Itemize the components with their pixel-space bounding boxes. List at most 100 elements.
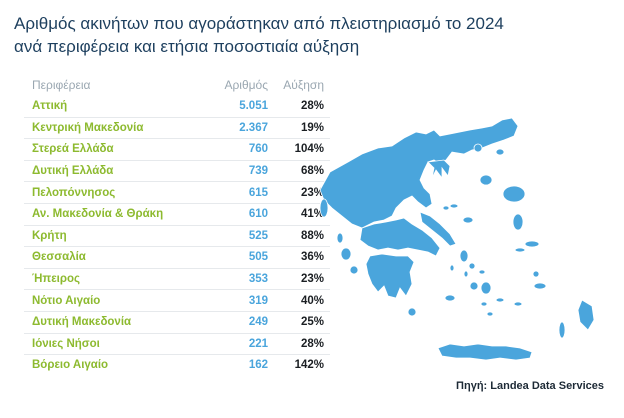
map-crete: [437, 343, 533, 361]
count-cell: 162: [248, 359, 268, 372]
map-mainland-north: [319, 117, 519, 229]
map-chios: [512, 213, 524, 231]
region-cell: Νότιο Αιγαίο: [24, 289, 194, 312]
count-cell: 739: [194, 160, 278, 183]
count-cell: 610: [194, 203, 278, 226]
map-ios: [480, 301, 488, 307]
map-santorini: [486, 311, 494, 317]
map-lefkada: [336, 232, 344, 244]
growth-cell: 36%: [278, 246, 330, 269]
map-kefalonia: [340, 247, 352, 261]
region-cell: Στερεά Ελλάδα: [24, 138, 194, 161]
map-lemnos: [479, 174, 493, 186]
table-row: Αττική 5.051 28%: [24, 96, 330, 118]
table-row: Πελοπόννησος 615 23%: [24, 181, 330, 204]
map-peloponnese: [365, 253, 415, 299]
map-samos: [524, 240, 540, 248]
map-kea: [449, 264, 455, 272]
map-karpathos: [558, 321, 566, 339]
regions-table: Περιφέρεια Αριθμός Αύξηση Αττική 5.051 28%…: [24, 74, 330, 376]
count-cell: 760: [194, 138, 278, 161]
region-cell: Κεντρική Μακεδονία: [24, 117, 194, 140]
table-row: Κεντρική Μακεδονία 2.367 19%: [24, 117, 330, 140]
count-cell: 5.051: [194, 96, 278, 118]
map-kalymnos: [532, 270, 540, 278]
count-cell: 525: [194, 225, 278, 248]
table-row: Θεσσαλία 505 36%: [24, 246, 330, 269]
map-zakynthos: [349, 265, 359, 275]
table-row: Δυτική Ελλάδα 739 68%: [24, 160, 330, 183]
region-cell: Αττική: [24, 96, 194, 118]
growth-cell: 41%: [278, 203, 330, 226]
region-cell: Βόρειο Αιγαίο: [32, 359, 109, 372]
map-skiathos: [442, 205, 450, 211]
growth-cell: 88%: [278, 225, 330, 248]
region-cell: Πελοπόννησος: [24, 181, 194, 204]
header-count: Αριθμός: [224, 78, 268, 92]
map-andros: [459, 249, 469, 263]
greece-map: [319, 117, 595, 361]
growth-cell: 68%: [278, 160, 330, 183]
map-ikaria: [514, 247, 526, 253]
growth-cell: 23%: [278, 181, 330, 204]
table-row: Κρήτη 525 88%: [24, 225, 330, 248]
growth-cell: 28%: [278, 96, 330, 118]
growth-cell: 142%: [294, 359, 324, 372]
map-milos: [444, 294, 456, 302]
map-chalkidiki: [427, 159, 451, 180]
growth-cell: 40%: [278, 289, 330, 312]
count-cell: 249: [194, 311, 278, 334]
map-skopelos: [449, 203, 459, 209]
table-header-row: Περιφέρεια Αριθμός Αύξηση: [24, 74, 330, 96]
header-growth: Αύξηση: [283, 78, 324, 92]
map-thasos: [473, 143, 483, 153]
region-cell: Θεσσαλία: [24, 246, 194, 269]
growth-cell: 25%: [278, 311, 330, 334]
table-row: Ήπειρος 353 23%: [24, 268, 330, 291]
map-lesvos: [502, 185, 526, 203]
growth-cell: 19%: [278, 117, 330, 140]
count-cell: 353: [194, 268, 278, 291]
map-syros: [463, 270, 469, 278]
map-naxos: [480, 281, 492, 295]
count-cell: 2.367: [194, 117, 278, 140]
region-cell: Δυτική Ελλάδα: [24, 160, 194, 183]
count-cell: 221: [194, 333, 278, 356]
title-line-1: Αριθμός ακινήτων που αγοράστηκαν από πλε…: [14, 14, 504, 33]
map-kythira: [407, 307, 417, 317]
map-rhodes: [577, 299, 595, 331]
map-samothraki: [495, 148, 505, 156]
header-region: Περιφέρεια: [32, 78, 91, 92]
region-cell: Ιόνιες Νήσοι: [24, 333, 194, 356]
map-evia: [419, 211, 457, 247]
region-cell: Αν. Μακεδονία & Θράκη: [24, 203, 194, 226]
map-corfu: [319, 198, 329, 218]
region-cell: Ήπειρος: [24, 268, 194, 291]
table-body: Αττική 5.051 28% Κεντρική Μακεδονία 2.367 19%…: [24, 96, 330, 376]
count-cell: 319: [194, 289, 278, 312]
region-cell: Κρήτη: [24, 225, 194, 248]
chart-title: Αριθμός ακινήτων που αγοράστηκαν από πλε…: [14, 12, 504, 58]
table-row: Ιόνιες Νήσοι 221 28%: [24, 333, 330, 356]
growth-cell: 28%: [278, 333, 330, 356]
map-kos: [533, 282, 547, 290]
growth-cell: 23%: [278, 268, 330, 291]
count-cell: 505: [194, 246, 278, 269]
map-amorgos: [495, 297, 505, 303]
table-row: Βόρειο Αιγαίο 162 142%: [24, 355, 330, 376]
count-cell: 615: [194, 181, 278, 204]
table-row: Στερεά Ελλάδα 760 104%: [24, 138, 330, 161]
map-central-greece: [359, 217, 441, 257]
table-row: Δυτική Μακεδονία 249 25%: [24, 311, 330, 334]
map-paros: [469, 281, 479, 291]
table-row: Νότιο Αιγαίο 319 40%: [24, 289, 330, 312]
region-cell: Δυτική Μακεδονία: [24, 311, 194, 334]
map-mykonos: [478, 269, 486, 275]
map-astypalaia: [513, 301, 523, 307]
map-tinos: [468, 262, 476, 270]
source-note: Πηγή: Landea Data Services: [456, 380, 604, 392]
table-row: Αν. Μακεδονία & Θράκη 610 41%: [24, 203, 330, 226]
growth-cell: 104%: [278, 138, 330, 161]
title-line-2: ανά περιφέρεια και ετήσια ποσοστιαία αύξ…: [14, 37, 360, 56]
map-skyros: [462, 216, 474, 224]
